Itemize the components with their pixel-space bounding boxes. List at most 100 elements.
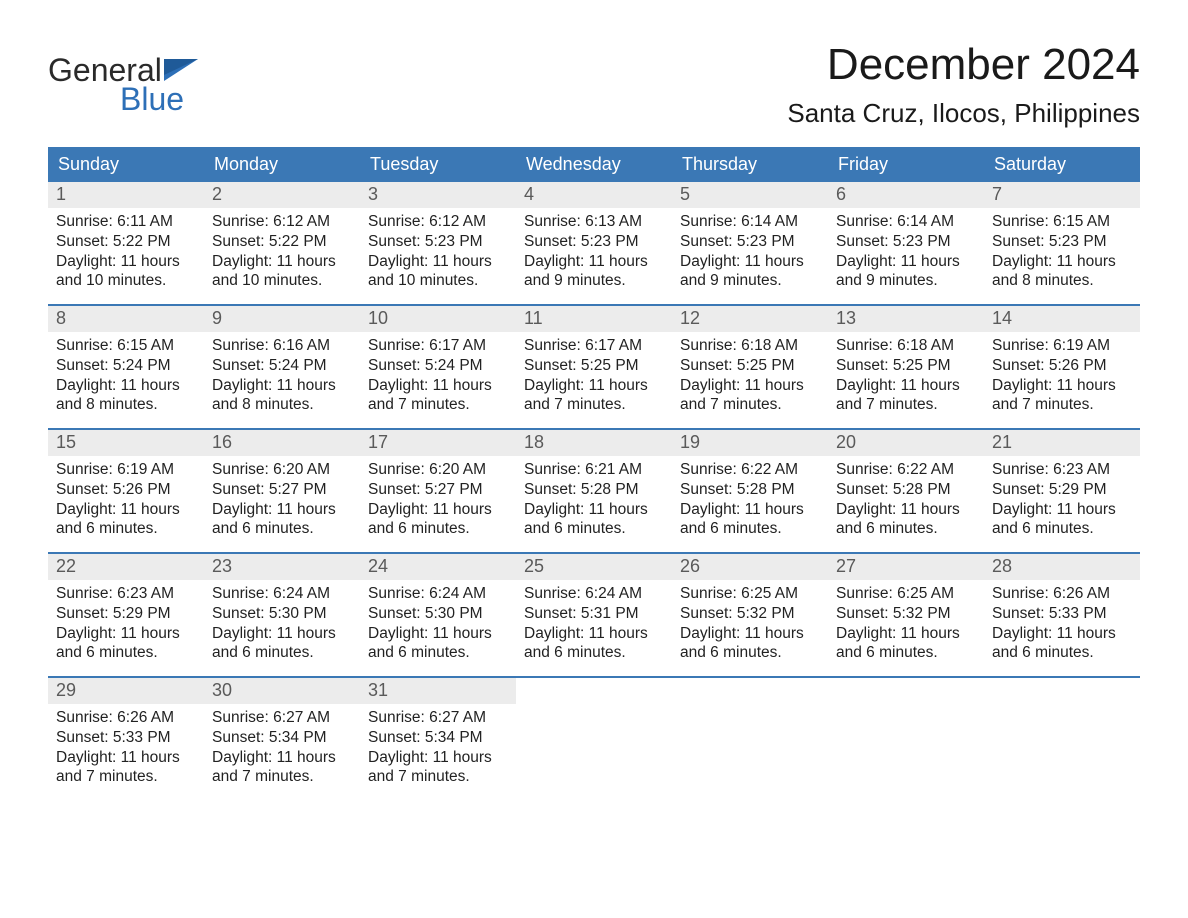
sunset-text: Sunset: 5:25 PM <box>524 356 664 376</box>
day-cell: 14Sunrise: 6:19 AMSunset: 5:26 PMDayligh… <box>984 306 1140 428</box>
day-header: Monday <box>204 147 360 182</box>
sunrise-text: Sunrise: 6:18 AM <box>680 336 820 356</box>
sunset-text: Sunset: 5:24 PM <box>212 356 352 376</box>
daylight-text: Daylight: 11 hours and 7 minutes. <box>56 748 196 788</box>
day-cell: 2Sunrise: 6:12 AMSunset: 5:22 PMDaylight… <box>204 182 360 304</box>
sunrise-text: Sunrise: 6:11 AM <box>56 212 196 232</box>
sunset-text: Sunset: 5:33 PM <box>992 604 1132 624</box>
sunset-text: Sunset: 5:25 PM <box>836 356 976 376</box>
day-number: 19 <box>672 430 828 456</box>
sunset-text: Sunset: 5:34 PM <box>368 728 508 748</box>
day-cell: 1Sunrise: 6:11 AMSunset: 5:22 PMDaylight… <box>48 182 204 304</box>
day-number: 30 <box>204 678 360 704</box>
sunrise-text: Sunrise: 6:26 AM <box>992 584 1132 604</box>
day-body: Sunrise: 6:14 AMSunset: 5:23 PMDaylight:… <box>828 208 984 301</box>
sunset-text: Sunset: 5:23 PM <box>524 232 664 252</box>
daylight-text: Daylight: 11 hours and 8 minutes. <box>56 376 196 416</box>
day-cell: 7Sunrise: 6:15 AMSunset: 5:23 PMDaylight… <box>984 182 1140 304</box>
day-number: 27 <box>828 554 984 580</box>
sunset-text: Sunset: 5:33 PM <box>56 728 196 748</box>
sunrise-text: Sunrise: 6:14 AM <box>836 212 976 232</box>
sunset-text: Sunset: 5:22 PM <box>56 232 196 252</box>
day-body: Sunrise: 6:25 AMSunset: 5:32 PMDaylight:… <box>828 580 984 673</box>
day-cell: 16Sunrise: 6:20 AMSunset: 5:27 PMDayligh… <box>204 430 360 552</box>
sunrise-text: Sunrise: 6:20 AM <box>212 460 352 480</box>
day-cell: 27Sunrise: 6:25 AMSunset: 5:32 PMDayligh… <box>828 554 984 676</box>
day-number: 22 <box>48 554 204 580</box>
day-cell: 9 Sunrise: 6:16 AMSunset: 5:24 PMDaylight… <box>204 306 360 428</box>
day-number: 14 <box>984 306 1140 332</box>
day-number: 4 <box>516 182 672 208</box>
daylight-text: Daylight: 11 hours and 9 minutes. <box>836 252 976 292</box>
sunrise-text: Sunrise: 6:14 AM <box>680 212 820 232</box>
day-cell: 18Sunrise: 6:21 AMSunset: 5:28 PMDayligh… <box>516 430 672 552</box>
sunrise-text: Sunrise: 6:22 AM <box>836 460 976 480</box>
day-cell <box>828 678 984 800</box>
day-number: 9 <box>204 306 360 332</box>
day-cell: 31Sunrise: 6:27 AMSunset: 5:34 PMDayligh… <box>360 678 516 800</box>
day-body: Sunrise: 6:26 AMSunset: 5:33 PMDaylight:… <box>48 704 204 797</box>
day-body: Sunrise: 6:11 AMSunset: 5:22 PMDaylight:… <box>48 208 204 301</box>
sunset-text: Sunset: 5:32 PM <box>836 604 976 624</box>
day-cell: 13Sunrise: 6:18 AMSunset: 5:25 PMDayligh… <box>828 306 984 428</box>
daylight-text: Daylight: 11 hours and 6 minutes. <box>56 624 196 664</box>
day-body: Sunrise: 6:24 AMSunset: 5:30 PMDaylight:… <box>360 580 516 673</box>
day-body: Sunrise: 6:18 AMSunset: 5:25 PMDaylight:… <box>828 332 984 425</box>
day-body: Sunrise: 6:14 AMSunset: 5:23 PMDaylight:… <box>672 208 828 301</box>
logo: General Blue <box>48 52 198 118</box>
day-cell <box>516 678 672 800</box>
day-cell: 23Sunrise: 6:24 AMSunset: 5:30 PMDayligh… <box>204 554 360 676</box>
week-row: 29Sunrise: 6:26 AMSunset: 5:33 PMDayligh… <box>48 676 1140 800</box>
sunrise-text: Sunrise: 6:20 AM <box>368 460 508 480</box>
day-body: Sunrise: 6:20 AMSunset: 5:27 PMDaylight:… <box>204 456 360 549</box>
day-cell: 21Sunrise: 6:23 AMSunset: 5:29 PMDayligh… <box>984 430 1140 552</box>
day-cell: 12Sunrise: 6:18 AMSunset: 5:25 PMDayligh… <box>672 306 828 428</box>
daylight-text: Daylight: 11 hours and 6 minutes. <box>680 500 820 540</box>
daylight-text: Daylight: 11 hours and 10 minutes. <box>212 252 352 292</box>
day-cell: 15Sunrise: 6:19 AMSunset: 5:26 PMDayligh… <box>48 430 204 552</box>
day-number: 20 <box>828 430 984 456</box>
daylight-text: Daylight: 11 hours and 6 minutes. <box>524 624 664 664</box>
day-body: Sunrise: 6:26 AMSunset: 5:33 PMDaylight:… <box>984 580 1140 673</box>
day-body: Sunrise: 6:17 AMSunset: 5:24 PMDaylight:… <box>360 332 516 425</box>
day-body: Sunrise: 6:12 AMSunset: 5:22 PMDaylight:… <box>204 208 360 301</box>
daylight-text: Daylight: 11 hours and 7 minutes. <box>212 748 352 788</box>
header: General Blue December 2024 Santa Cruz, I… <box>48 40 1140 129</box>
sunset-text: Sunset: 5:34 PM <box>212 728 352 748</box>
sunrise-text: Sunrise: 6:27 AM <box>368 708 508 728</box>
day-number: 12 <box>672 306 828 332</box>
sunset-text: Sunset: 5:28 PM <box>524 480 664 500</box>
day-body: Sunrise: 6:27 AMSunset: 5:34 PMDaylight:… <box>204 704 360 797</box>
day-number: 29 <box>48 678 204 704</box>
sunset-text: Sunset: 5:27 PM <box>212 480 352 500</box>
day-number: 6 <box>828 182 984 208</box>
day-body: Sunrise: 6:22 AMSunset: 5:28 PMDaylight:… <box>672 456 828 549</box>
day-cell: 20Sunrise: 6:22 AMSunset: 5:28 PMDayligh… <box>828 430 984 552</box>
day-header: Sunday <box>48 147 204 182</box>
day-cell: 24Sunrise: 6:24 AMSunset: 5:30 PMDayligh… <box>360 554 516 676</box>
day-cell: 29Sunrise: 6:26 AMSunset: 5:33 PMDayligh… <box>48 678 204 800</box>
sunset-text: Sunset: 5:24 PM <box>368 356 508 376</box>
sunrise-text: Sunrise: 6:17 AM <box>524 336 664 356</box>
daylight-text: Daylight: 11 hours and 6 minutes. <box>992 624 1132 664</box>
day-header: Saturday <box>984 147 1140 182</box>
daylight-text: Daylight: 11 hours and 8 minutes. <box>212 376 352 416</box>
sunset-text: Sunset: 5:26 PM <box>992 356 1132 376</box>
daylight-text: Daylight: 11 hours and 6 minutes. <box>524 500 664 540</box>
day-number: 16 <box>204 430 360 456</box>
sunrise-text: Sunrise: 6:23 AM <box>992 460 1132 480</box>
day-body: Sunrise: 6:18 AMSunset: 5:25 PMDaylight:… <box>672 332 828 425</box>
day-number: 1 <box>48 182 204 208</box>
day-cell: 19Sunrise: 6:22 AMSunset: 5:28 PMDayligh… <box>672 430 828 552</box>
sunrise-text: Sunrise: 6:13 AM <box>524 212 664 232</box>
sunrise-text: Sunrise: 6:16 AM <box>212 336 352 356</box>
sunrise-text: Sunrise: 6:19 AM <box>992 336 1132 356</box>
day-cell: 11Sunrise: 6:17 AMSunset: 5:25 PMDayligh… <box>516 306 672 428</box>
sunset-text: Sunset: 5:31 PM <box>524 604 664 624</box>
sunset-text: Sunset: 5:23 PM <box>836 232 976 252</box>
day-number: 3 <box>360 182 516 208</box>
weeks-container: 1Sunrise: 6:11 AMSunset: 5:22 PMDaylight… <box>48 182 1140 800</box>
sunrise-text: Sunrise: 6:27 AM <box>212 708 352 728</box>
sunrise-text: Sunrise: 6:17 AM <box>368 336 508 356</box>
daylight-text: Daylight: 11 hours and 7 minutes. <box>524 376 664 416</box>
